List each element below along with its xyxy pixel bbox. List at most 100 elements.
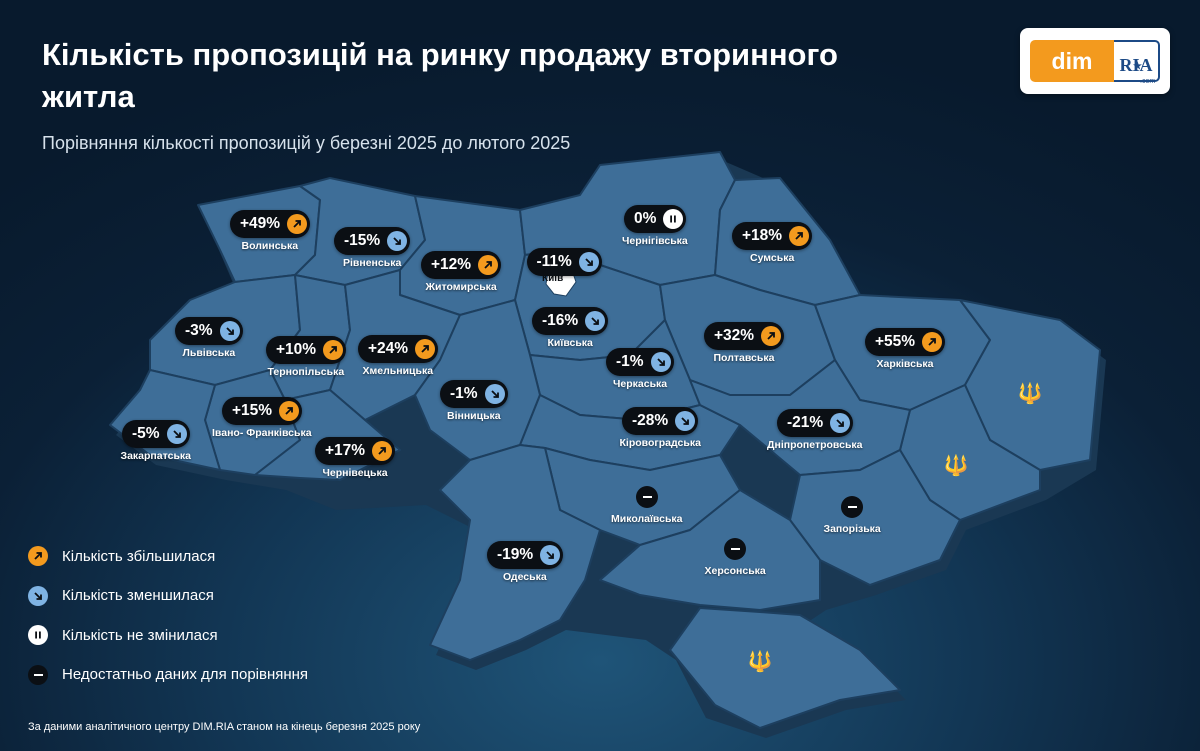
- change-value: -15%: [344, 232, 381, 249]
- arrow-up-right-icon: [478, 255, 499, 275]
- region-name-label: Хмельницька: [362, 365, 434, 377]
- arrow-down-right-icon: [484, 384, 505, 404]
- arrow-up-right-icon: [789, 226, 810, 246]
- region-name-label: Львівська: [182, 347, 236, 359]
- pause-icon: [28, 625, 48, 645]
- trident-icon: 🔱: [1018, 381, 1043, 405]
- region-name-label: Чернігівська: [622, 235, 688, 247]
- region-name-label: Дніпропетровська: [767, 439, 863, 451]
- arrow-down-right-icon: [28, 585, 48, 606]
- value-badge: -11%: [526, 248, 602, 276]
- value-badge: -1%: [440, 380, 508, 408]
- legend-item-increase: Кількість збільшилася: [28, 546, 308, 566]
- region-crimea[interactable]: [669, 607, 901, 729]
- region-name-label: Житомирська: [425, 281, 497, 293]
- change-value: +17%: [325, 442, 366, 459]
- region-kherson[interactable]: [599, 489, 821, 611]
- arrow-down-right-icon: [830, 413, 851, 433]
- region-name-label: Рівненська: [343, 257, 402, 269]
- region-name-label: Черкаська: [613, 378, 668, 390]
- dash-icon: [841, 496, 863, 518]
- value-badge: -19%: [487, 541, 564, 569]
- arrow-down-right-icon: [166, 424, 187, 444]
- arrow-up-right-icon: [761, 326, 782, 346]
- value-badge: -1%: [606, 348, 674, 376]
- dash-icon: [28, 664, 48, 685]
- change-value: +15%: [232, 402, 273, 419]
- region-name-label: Одеська: [503, 571, 547, 583]
- value-badge: +18%: [732, 222, 813, 250]
- change-value: 0%: [634, 210, 657, 227]
- region-name-label: Харківська: [876, 358, 934, 370]
- value-badge: -3%: [175, 317, 243, 345]
- arrow-down-right-icon: [219, 321, 240, 341]
- logo-star-icon: ★: [1133, 61, 1142, 72]
- region-name-label: Чернівецька: [322, 467, 388, 479]
- value-badge: -5%: [122, 420, 190, 448]
- change-value: -28%: [632, 412, 669, 429]
- change-value: +32%: [714, 327, 755, 344]
- value-badge: +55%: [865, 328, 946, 356]
- value-badge: -21%: [777, 409, 854, 437]
- change-value: -19%: [497, 546, 534, 563]
- value-badge: +15%: [222, 397, 303, 425]
- pause-icon: [663, 209, 684, 229]
- arrow-down-right-icon: [540, 545, 561, 565]
- change-value: +55%: [875, 333, 916, 350]
- change-value: -1%: [450, 385, 478, 402]
- change-value: +12%: [431, 256, 472, 273]
- arrow-down-right-icon: [585, 311, 606, 331]
- arrow-up-right-icon: [279, 401, 300, 421]
- arrow-up-right-icon: [372, 441, 393, 461]
- tridents: 🔱 🔱 🔱: [748, 381, 1043, 673]
- change-value: -11%: [536, 253, 572, 270]
- change-value: +10%: [276, 341, 317, 358]
- trident-icon: 🔱: [944, 453, 969, 477]
- value-badge: +49%: [230, 210, 311, 238]
- change-value: +18%: [742, 227, 783, 244]
- arrow-up-right-icon: [28, 546, 48, 566]
- value-badge: +24%: [358, 335, 439, 363]
- region-name-label: Київська: [547, 337, 593, 349]
- legend-label: Кількість не змінилася: [62, 626, 218, 644]
- dash-icon: [636, 486, 658, 508]
- dim-ria-logo[interactable]: dim ★ RIA .com: [1020, 28, 1170, 94]
- logo-ria-label: RIA: [1119, 55, 1153, 75]
- change-value: -5%: [132, 425, 160, 442]
- region-name-label: Херсонська: [704, 565, 766, 577]
- legend-label: Кількість зменшилася: [62, 587, 214, 604]
- arrow-up-right-icon: [415, 339, 436, 359]
- region-name-label: Тернопільська: [267, 366, 345, 378]
- source-note: За даними аналітичного центру DIM.RIA ст…: [28, 721, 421, 733]
- region-name-label: Сумська: [750, 252, 795, 264]
- arrow-down-right-icon: [578, 252, 599, 272]
- legend-item-no-data: Недостатньо даних для порівняння: [28, 664, 309, 685]
- change-value: -21%: [787, 414, 824, 431]
- change-value: -3%: [185, 322, 213, 339]
- arrow-down-right-icon: [675, 411, 696, 431]
- value-badge: 0%: [624, 205, 687, 233]
- value-badge: -16%: [532, 307, 609, 335]
- value-badge: +32%: [704, 322, 785, 350]
- kyiv-city-label: Київ: [542, 273, 564, 284]
- region-name-label: Івано- Франківська: [212, 427, 312, 439]
- legend-label: Кількість збільшилася: [62, 547, 216, 565]
- logo-dim-text: dim: [1030, 40, 1114, 82]
- region-name-label: Закарпатська: [120, 450, 192, 462]
- region-name-label: Вінницька: [447, 410, 501, 422]
- value-badge: -28%: [622, 407, 699, 435]
- arrow-down-right-icon: [650, 352, 671, 372]
- region-name-label: Миколаївська: [611, 513, 683, 525]
- change-value: +24%: [368, 340, 409, 357]
- legend-label: Недостатньо даних для порівняння: [62, 666, 309, 683]
- legend-item-unchanged: Кількість не змінилася: [28, 625, 308, 645]
- dash-icon: [724, 538, 746, 560]
- value-badge: -15%: [334, 227, 411, 255]
- logo-ria-text: ★ RIA: [1114, 40, 1160, 82]
- region-name-label: Запорізька: [823, 523, 881, 535]
- change-value: -16%: [542, 312, 579, 329]
- legend: Кількість збільшилася Кількість зменшила…: [28, 546, 308, 704]
- arrow-up-right-icon: [323, 340, 344, 360]
- change-value: +49%: [240, 215, 281, 232]
- region-name-label: Волинська: [241, 240, 299, 252]
